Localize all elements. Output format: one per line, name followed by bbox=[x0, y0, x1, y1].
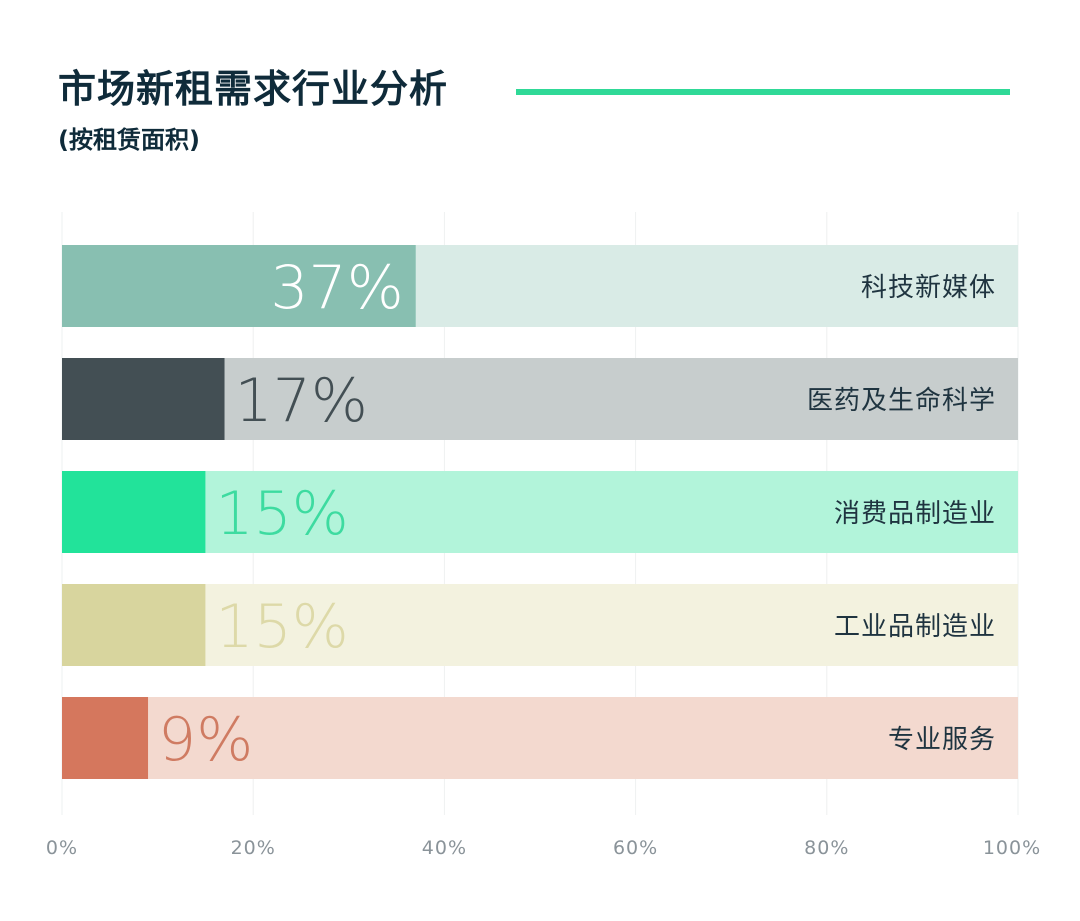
bar-track bbox=[62, 697, 1018, 779]
bar bbox=[62, 358, 225, 440]
bar bbox=[62, 245, 416, 327]
value-label: 9% bbox=[158, 705, 253, 775]
value-label: 15% bbox=[215, 592, 348, 662]
bar bbox=[62, 471, 206, 553]
x-tick-label: 0% bbox=[46, 837, 78, 859]
chart-title: 市场新租需求行业分析 bbox=[58, 67, 449, 111]
category-label: 工业品制造业 bbox=[834, 612, 996, 642]
x-tick-label: 40% bbox=[422, 837, 467, 859]
category-label: 科技新媒体 bbox=[861, 273, 996, 303]
x-tick-label: 80% bbox=[804, 837, 849, 859]
value-label: 15% bbox=[215, 479, 348, 549]
value-label: 37% bbox=[270, 253, 403, 323]
bar-track bbox=[62, 471, 1018, 553]
value-label: 17% bbox=[235, 366, 368, 436]
x-tick-label: 100% bbox=[983, 837, 1041, 859]
bar bbox=[62, 584, 206, 666]
category-label: 消费品制造业 bbox=[834, 499, 996, 529]
x-tick-label: 60% bbox=[613, 837, 658, 859]
title-accent-rule bbox=[516, 89, 1010, 95]
category-label: 医药及生命科学 bbox=[807, 386, 996, 416]
x-tick-label: 20% bbox=[231, 837, 276, 859]
category-label: 专业服务 bbox=[888, 725, 996, 755]
bar-track bbox=[62, 584, 1018, 666]
chart-subtitle: (按租赁面积) bbox=[58, 126, 200, 154]
bar bbox=[62, 697, 149, 779]
